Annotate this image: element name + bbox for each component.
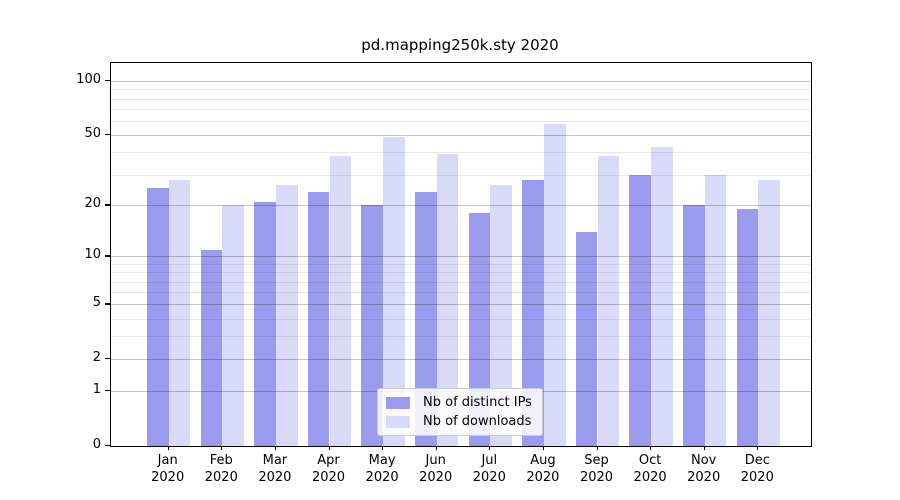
y-tick-label: 50	[84, 126, 101, 142]
bar-distinct-ips-apr	[307, 191, 330, 446]
bar-distinct-ips-dec	[736, 209, 759, 446]
x-tick-mark	[435, 446, 437, 450]
x-tick-mark	[167, 446, 169, 450]
x-tick-label: Dec 2020	[740, 453, 774, 485]
y-tick-label: 0	[92, 437, 101, 452]
gridline-minor	[111, 336, 811, 338]
y-tick-mark	[105, 134, 110, 136]
legend: Nb of distinct IPs Nb of downloads	[377, 388, 543, 436]
legend-label: Nb of downloads	[423, 414, 532, 429]
bar-distinct-ips-oct	[629, 174, 652, 446]
bar-distinct-ips-jul	[468, 213, 491, 446]
y-tick-mark	[105, 204, 110, 206]
legend-label: Nb of distinct IPs	[423, 395, 532, 410]
x-tick-label: Oct 2020	[633, 453, 667, 485]
gridline-major	[111, 135, 811, 137]
gridline-minor	[111, 152, 811, 154]
bar-distinct-ips-may	[361, 205, 384, 446]
gridline-minor	[111, 98, 811, 100]
x-tick-mark	[703, 446, 705, 450]
y-tick-label: 20	[84, 196, 101, 212]
x-tick-mark	[650, 446, 652, 450]
x-tick-mark	[542, 446, 545, 450]
gridline-minor	[111, 264, 811, 265]
gridline-major	[111, 359, 811, 361]
y-tick-mark	[105, 445, 110, 447]
bar-downloads-jul	[490, 185, 513, 446]
bar-downloads-apr	[329, 156, 352, 446]
bar-distinct-ips-jun	[414, 191, 437, 446]
bar-distinct-ips-feb	[200, 249, 223, 446]
legend-swatch-downloads	[386, 415, 410, 428]
x-tick-label: Feb 2020	[204, 453, 238, 485]
bar-downloads-mar	[275, 185, 298, 446]
legend-swatch-distinct-ips	[386, 396, 410, 409]
bar-distinct-ips-jan	[146, 188, 169, 446]
plot-area: Nb of distinct IPs Nb of downloads	[110, 62, 812, 447]
gridline-minor	[111, 89, 811, 91]
bar-downloads-aug	[543, 123, 566, 446]
bar-distinct-ips-nov	[682, 205, 705, 446]
bar-downloads-jun	[436, 154, 459, 446]
x-tick-mark	[274, 446, 277, 450]
y-tick-label: 10	[84, 247, 101, 263]
bar-downloads-may	[383, 136, 405, 446]
x-tick-label: Jun 2020	[419, 453, 453, 485]
bar-downloads-dec	[758, 179, 781, 446]
y-tick-label: 5	[92, 295, 101, 311]
x-tick-mark	[382, 446, 384, 450]
gridline-major	[111, 81, 811, 83]
x-tick-label: Jan 2020	[151, 453, 185, 485]
legend-item: Nb of distinct IPs	[386, 395, 532, 410]
x-tick-label: Apr 2020	[311, 453, 346, 485]
chart-title: pd.mapping250k.sty 2020	[361, 36, 559, 54]
bar-downloads-jan	[168, 179, 191, 446]
x-tick-mark	[596, 446, 598, 450]
y-tick-label: 100	[76, 72, 101, 88]
y-tick-mark	[105, 80, 110, 82]
x-tick-label: Jul 2020	[472, 453, 506, 485]
x-tick-mark	[328, 446, 330, 450]
bar-downloads-feb	[222, 205, 245, 446]
gridline-minor	[111, 292, 811, 294]
y-tick-mark	[105, 303, 110, 305]
x-tick-mark	[221, 446, 223, 450]
x-tick-label: May 2020	[365, 453, 399, 485]
y-tick-label: 1	[92, 382, 101, 398]
gridline-major	[111, 256, 811, 258]
y-tick-mark	[105, 255, 110, 257]
gridline-minor	[111, 272, 811, 274]
x-tick-label: Nov 2020	[687, 453, 721, 485]
bar-distinct-ips-sep	[575, 231, 598, 446]
x-tick-mark	[757, 446, 759, 450]
bar-downloads-sep	[597, 156, 620, 446]
bar-distinct-ips-mar	[254, 201, 276, 446]
x-tick-label: Aug 2020	[526, 453, 560, 485]
bar-downloads-nov	[704, 174, 727, 446]
gridline-major	[111, 205, 811, 207]
bar-distinct-ips-aug	[522, 179, 544, 446]
y-tick-mark	[105, 390, 110, 392]
y-tick-label: 2	[92, 350, 101, 366]
y-tick-mark	[105, 358, 110, 360]
legend-item: Nb of downloads	[386, 414, 532, 429]
gridline-minor	[111, 121, 811, 123]
gridline-minor	[111, 281, 811, 283]
gridline-minor	[111, 318, 811, 320]
gridline-minor	[111, 109, 811, 111]
gridline-minor	[111, 174, 811, 176]
x-tick-label: Mar 2020	[258, 453, 292, 485]
bar-downloads-oct	[651, 146, 673, 446]
x-tick-mark	[489, 446, 491, 450]
gridline-major	[111, 304, 811, 306]
x-tick-label: Sep 2020	[579, 453, 614, 485]
